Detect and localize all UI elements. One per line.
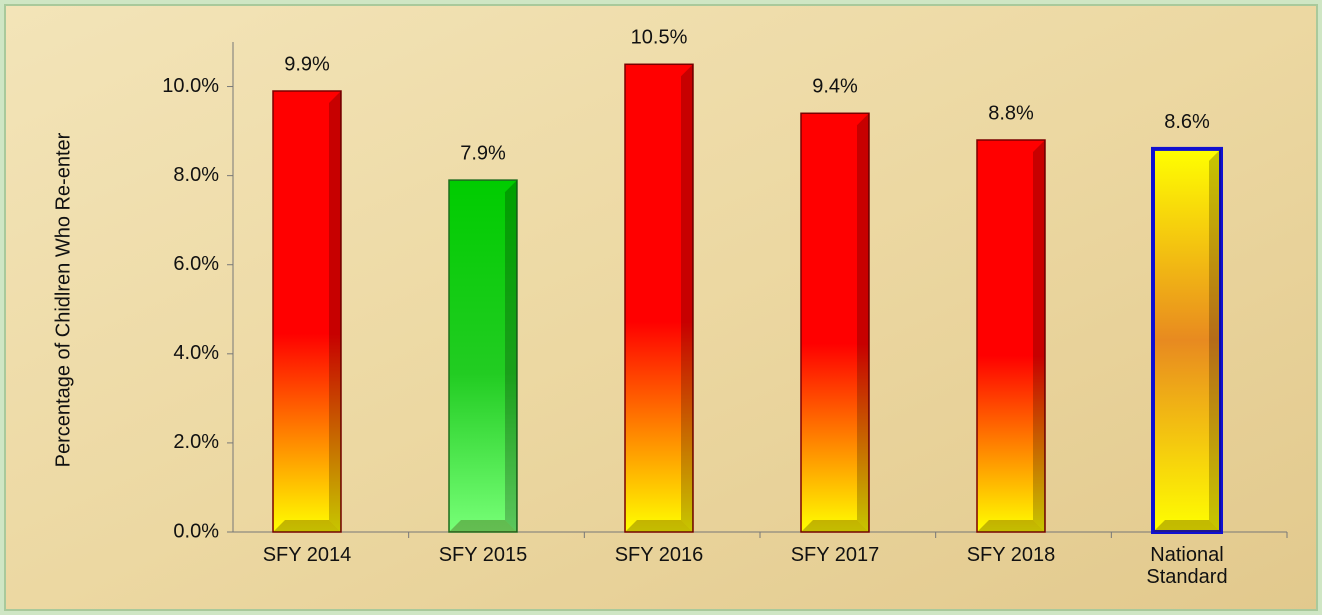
y-tick-label: 10.0% xyxy=(162,75,219,97)
value-label: 8.6% xyxy=(1164,111,1210,133)
value-label: 7.9% xyxy=(460,142,506,164)
x-tick-label: SFY 2015 xyxy=(438,544,528,566)
y-axis-label: Percentage of Chidlren Who Re-enter xyxy=(52,132,74,467)
bar-bevel xyxy=(681,64,693,532)
bar-bevel xyxy=(329,91,341,532)
value-label: 9.4% xyxy=(812,76,858,98)
bar xyxy=(1151,146,1223,534)
bar-bevel xyxy=(1209,148,1221,532)
bar-bevel xyxy=(449,520,517,532)
bar xyxy=(976,139,1046,533)
bar-bevel xyxy=(977,520,1045,532)
y-tick-label: 6.0% xyxy=(173,253,219,275)
value-label: 9.9% xyxy=(284,53,330,75)
x-tick-label: SFY 2017 xyxy=(790,544,880,566)
y-tick-label: 4.0% xyxy=(173,342,219,364)
bar-bevel xyxy=(625,520,693,532)
bar xyxy=(624,63,694,533)
value-label: 10.5% xyxy=(631,27,688,49)
x-tick-label: SFY 2018 xyxy=(966,544,1056,566)
bar xyxy=(272,90,342,533)
y-tick-label: 0.0% xyxy=(173,520,219,542)
x-tick-label: National Standard xyxy=(1146,544,1228,588)
bar-bevel xyxy=(857,113,869,532)
bar-bevel xyxy=(801,520,869,532)
x-tick-label: SFY 2016 xyxy=(614,544,704,566)
y-tick-label: 8.0% xyxy=(173,164,219,186)
bar-bevel xyxy=(273,520,341,532)
bar xyxy=(448,179,518,533)
bar xyxy=(800,112,870,533)
x-tick-label: SFY 2014 xyxy=(262,544,352,566)
y-tick-label: 2.0% xyxy=(173,431,219,453)
bar-bevel xyxy=(505,180,517,532)
value-label: 8.8% xyxy=(988,102,1034,124)
bar-bevel xyxy=(1033,140,1045,532)
bar-bevel xyxy=(1153,520,1221,532)
